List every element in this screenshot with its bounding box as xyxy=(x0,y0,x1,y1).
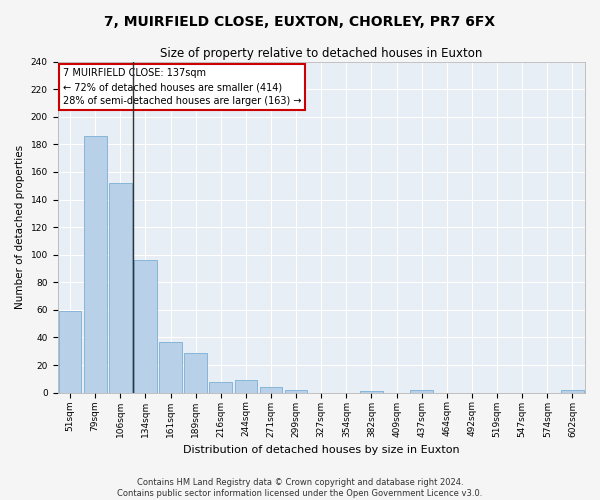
Bar xyxy=(410,390,433,392)
Bar xyxy=(285,390,307,392)
Bar xyxy=(59,312,82,392)
Bar xyxy=(84,136,107,392)
Text: 7, MUIRFIELD CLOSE, EUXTON, CHORLEY, PR7 6FX: 7, MUIRFIELD CLOSE, EUXTON, CHORLEY, PR7… xyxy=(104,15,496,29)
Bar xyxy=(134,260,157,392)
Bar xyxy=(235,380,257,392)
Bar xyxy=(260,387,283,392)
Bar xyxy=(209,382,232,392)
Title: Size of property relative to detached houses in Euxton: Size of property relative to detached ho… xyxy=(160,48,482,60)
Y-axis label: Number of detached properties: Number of detached properties xyxy=(15,145,25,309)
Bar xyxy=(159,342,182,392)
Text: 7 MUIRFIELD CLOSE: 137sqm
← 72% of detached houses are smaller (414)
28% of semi: 7 MUIRFIELD CLOSE: 137sqm ← 72% of detac… xyxy=(63,68,301,106)
Bar xyxy=(561,390,584,392)
Bar xyxy=(109,183,131,392)
X-axis label: Distribution of detached houses by size in Euxton: Distribution of detached houses by size … xyxy=(183,445,460,455)
Text: Contains HM Land Registry data © Crown copyright and database right 2024.
Contai: Contains HM Land Registry data © Crown c… xyxy=(118,478,482,498)
Bar xyxy=(184,352,207,393)
